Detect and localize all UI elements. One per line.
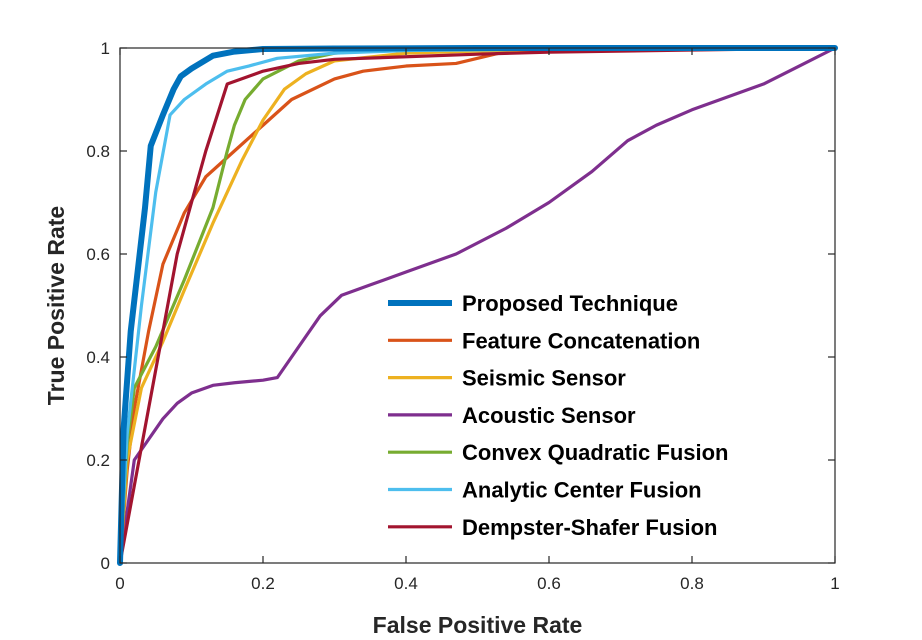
y-tick-label: 0.2 [86, 451, 110, 470]
x-tick-label: 0.2 [251, 574, 275, 593]
y-axis-label: True Positive Rate [43, 206, 69, 405]
x-tick-label: 0.6 [537, 574, 561, 593]
series-line-proposed-technique [117, 45, 838, 566]
x-tick-label: 0.4 [394, 574, 418, 593]
axes-layer [119, 47, 836, 564]
plot-area [120, 48, 835, 563]
y-tick-label: 0.8 [86, 142, 110, 161]
legend-label-dempster-shafer-fusion: Dempster-Shafer Fusion [462, 515, 718, 540]
y-tick-label: 1 [101, 39, 110, 58]
ticks-layer: 0 0.2 0.4 0.6 0.8 1 0 0.2 0.4 0.6 0.8 1 [86, 39, 839, 593]
series-line-dempster-shafer-fusion [118, 46, 837, 565]
x-axis-label: False Positive Rate [373, 612, 583, 638]
legend-label-convex-quadratic-fusion: Convex Quadratic Fusion [462, 440, 729, 465]
series-line-seismic-sensor [118, 46, 837, 565]
y-tick-label: 0 [101, 554, 110, 573]
legend: Proposed Technique Feature Concatenation S… [388, 291, 729, 540]
x-tick-label: 1 [830, 574, 839, 593]
series-line-acoustic-sensor [118, 46, 837, 565]
series-layer [117, 45, 838, 566]
legend-label-analytic-center-fusion: Analytic Center Fusion [462, 478, 702, 503]
legend-label-acoustic-sensor: Acoustic Sensor [462, 403, 636, 428]
x-tick-label: 0 [115, 574, 124, 593]
y-tick-label: 0.4 [86, 348, 110, 367]
y-tick-label: 0.6 [86, 245, 110, 264]
series-line-feature-concatenation [118, 46, 837, 565]
axes-box [119, 47, 836, 564]
x-tick-label: 0.8 [680, 574, 704, 593]
legend-label-proposed-technique: Proposed Technique [462, 291, 678, 316]
legend-label-feature-concatenation: Feature Concatenation [462, 328, 700, 353]
legend-label-seismic-sensor: Seismic Sensor [462, 366, 626, 391]
